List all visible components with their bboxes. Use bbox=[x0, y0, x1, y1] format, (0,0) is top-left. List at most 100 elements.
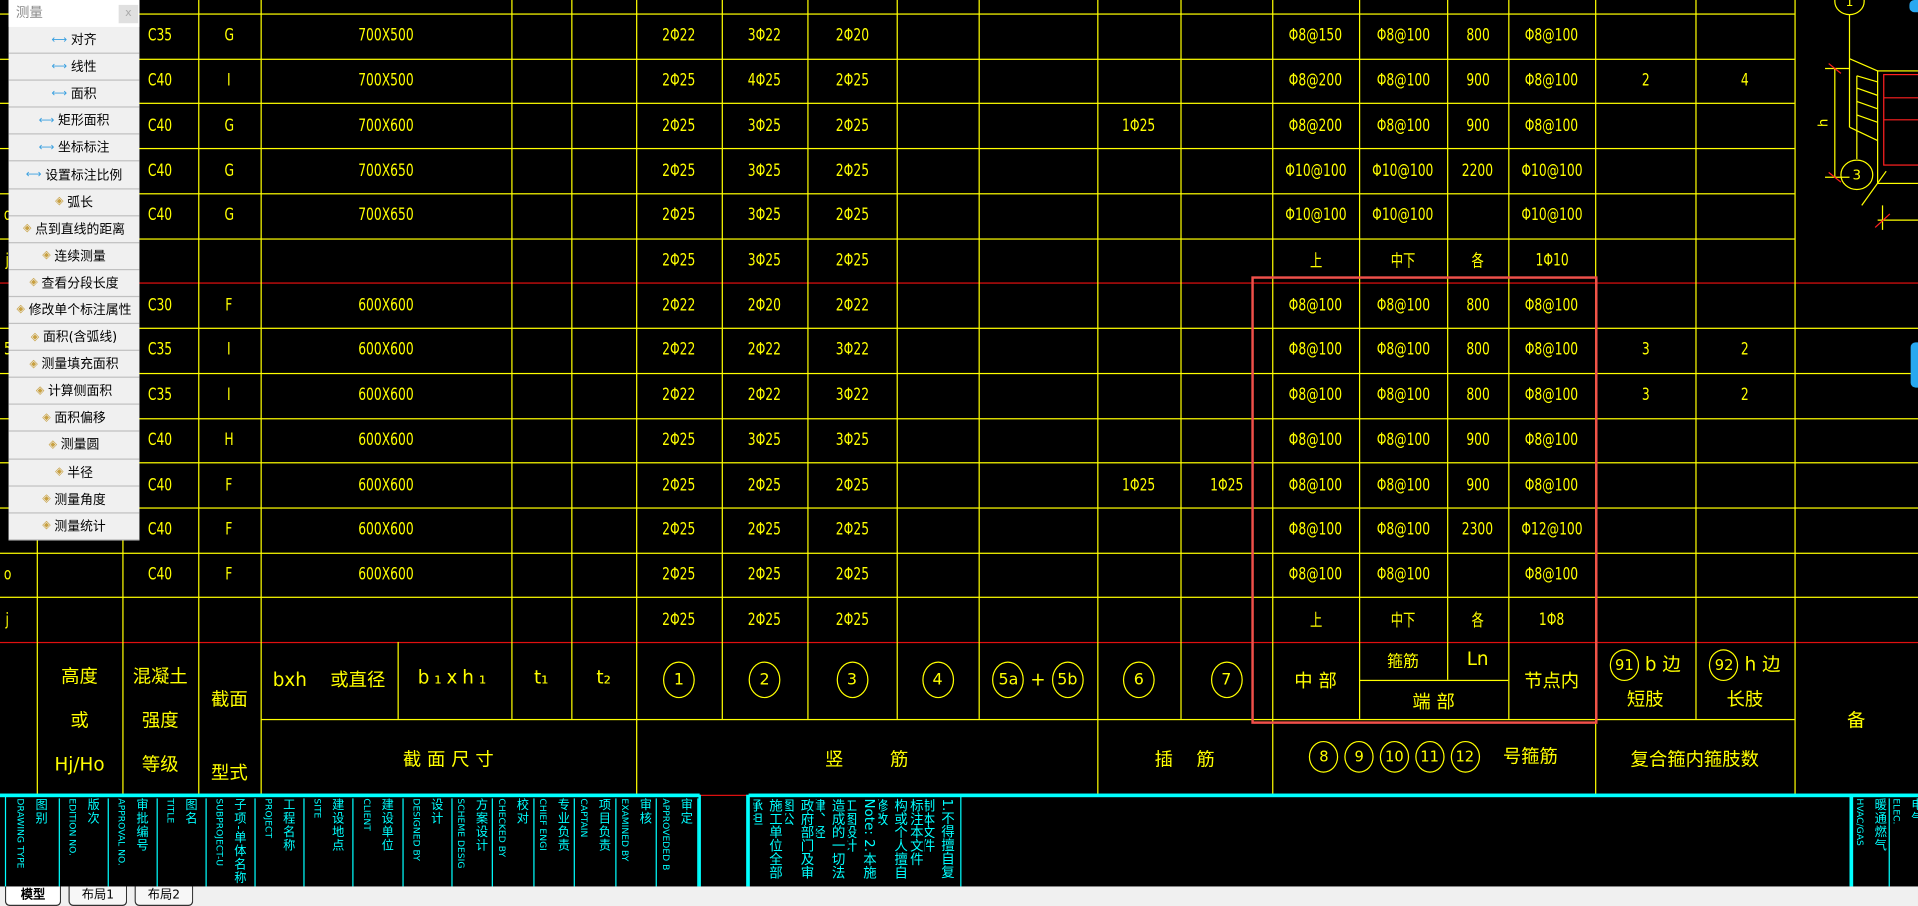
table-cell: Φ10@100 bbox=[1508, 148, 1595, 193]
row-line bbox=[0, 372, 1918, 374]
table-cell: 600X600 bbox=[261, 373, 512, 418]
measure-panel-title: 测量 bbox=[15, 4, 43, 21]
column-line bbox=[1695, 0, 1697, 643]
title-block-cell: 工程名称 PROJECT bbox=[256, 798, 305, 887]
cell-text: Φ8@100 bbox=[1376, 295, 1430, 316]
hdr-bxh: bxh bbox=[272, 668, 307, 691]
measure-item-angle[interactable]: ◈ 测量角度 bbox=[8, 486, 140, 514]
hdr-t2: t₂ bbox=[596, 666, 611, 689]
cell-text: C40 bbox=[148, 430, 173, 450]
cell-text: G bbox=[224, 26, 235, 46]
table-cell: Φ8@100 bbox=[1359, 328, 1447, 373]
circle-measure-icon: ◈ bbox=[48, 438, 58, 452]
cell-text: 2Φ25 bbox=[662, 115, 696, 136]
rebar-5a-marker: 5a bbox=[992, 661, 1025, 699]
table-cell: 2Φ25 bbox=[722, 507, 808, 552]
table-cell: 2Φ25 bbox=[807, 463, 896, 508]
cell-text: 700X500 bbox=[358, 71, 414, 91]
measure-item-arc-length[interactable]: ◈ 弧长 bbox=[8, 189, 140, 216]
measure-item-side-area[interactable]: ◈ 计算侧面积 bbox=[8, 378, 140, 406]
cell-text: I bbox=[227, 340, 232, 361]
cell-text: 4Φ25 bbox=[747, 71, 782, 91]
cell-text: 2Φ25 bbox=[747, 609, 782, 630]
tab-model[interactable]: 模型 bbox=[4, 886, 62, 906]
rectangle-area-icon: ⟷ bbox=[38, 114, 55, 127]
measure-item-segment-length[interactable]: ◈ 查看分段长度 bbox=[8, 270, 140, 298]
cell-text: G bbox=[224, 205, 235, 226]
table-cell: Φ8@100 bbox=[1508, 13, 1595, 58]
title-block-cn-label: 建设单位 bbox=[378, 798, 393, 853]
measure-item-circle-measure[interactable]: ◈ 测量圆 bbox=[8, 432, 140, 460]
cell-text: 2Φ25 bbox=[662, 205, 696, 226]
measure-item-scale-ruler[interactable]: ⟷ 设置标注比例 bbox=[8, 162, 140, 189]
rebar-4-marker: 4 bbox=[921, 661, 954, 699]
table-cell: Φ8@100 bbox=[1359, 283, 1447, 328]
scroll-handle-top[interactable] bbox=[1909, 0, 1918, 13]
close-icon[interactable]: x bbox=[118, 4, 139, 24]
measure-item-rectangle-area[interactable]: ⟷ 矩形面积 bbox=[8, 108, 140, 135]
column-line bbox=[571, 0, 573, 643]
measure-item-point-line-distance[interactable]: ◈ 点到直线的距离 bbox=[8, 216, 140, 244]
cell-text: G bbox=[224, 160, 235, 181]
table-cell: Φ8@100 bbox=[1272, 463, 1359, 508]
measure-item-area[interactable]: ⟷ 面积 bbox=[8, 81, 140, 108]
arc-area-icon: ◈ bbox=[30, 330, 40, 344]
cell-text: Φ8@100 bbox=[1288, 430, 1343, 450]
table-cell: 3Φ22 bbox=[807, 328, 896, 373]
cell-text: 中下 bbox=[1390, 251, 1416, 272]
table-cell: Φ8@100 bbox=[1508, 328, 1595, 373]
title-block-note: 标注本文件 bbox=[909, 798, 925, 866]
tab-layout1[interactable]: 布局1 bbox=[68, 886, 128, 906]
hdr-section-size: 截 面 尺 寸 bbox=[402, 748, 494, 771]
cell-text: 1Φ25 bbox=[1209, 475, 1243, 495]
table-cell: 2Φ25 bbox=[636, 507, 722, 552]
title-block-cell: 建设单位 CLIENT bbox=[354, 798, 404, 887]
table-cell: 600X600 bbox=[261, 328, 512, 373]
measure-item-radius[interactable]: ◈ 半径 bbox=[8, 459, 140, 487]
cell-text: 900 bbox=[1465, 430, 1490, 450]
table-cell: F bbox=[198, 552, 260, 597]
table-cell: Φ8@100 bbox=[1359, 507, 1447, 552]
measure-item-coordinate[interactable]: ⟷ 坐标标注 bbox=[8, 135, 140, 162]
table-cell: Φ8@100 bbox=[1359, 463, 1447, 508]
column-line bbox=[1794, 0, 1796, 643]
cell-text: 2Φ22 bbox=[662, 26, 696, 46]
cell-text: 900 bbox=[1465, 475, 1490, 495]
measure-item-linear-dimension[interactable]: ⟷ 线性 bbox=[8, 54, 140, 81]
table-cell: C30 bbox=[122, 283, 198, 328]
coordinate-icon: ⟷ bbox=[38, 141, 55, 154]
table-cell: Φ10@100 bbox=[1272, 193, 1359, 238]
hdr-stirrup: 箍筋 bbox=[1387, 652, 1419, 672]
hdr-mid: 中 部 bbox=[1294, 670, 1337, 693]
cell-text: C35 bbox=[148, 340, 173, 361]
table-cell: j bbox=[0, 238, 22, 283]
tab-layout2[interactable]: 布局2 bbox=[134, 886, 194, 906]
table-cell: Φ8@100 bbox=[1272, 552, 1359, 597]
table-cell: 900 bbox=[1447, 418, 1508, 463]
cell-text: C40 bbox=[148, 565, 173, 585]
group-separator-line bbox=[0, 642, 1918, 644]
measure-item-arc-area[interactable]: ◈ 面积(含弧线) bbox=[8, 324, 140, 352]
measure-item-label: 矩形面积 bbox=[58, 114, 110, 129]
measure-item-area-offset[interactable]: ◈ 面积偏移 bbox=[8, 405, 140, 433]
table-cell: Φ8@100 bbox=[1359, 552, 1447, 597]
cell-text: 2Φ25 bbox=[662, 71, 696, 91]
measure-item-align-dimension[interactable]: ⟷ 对齐 bbox=[8, 27, 140, 54]
cell-text: j bbox=[5, 609, 10, 630]
title-block-cell: 图名 TITLE bbox=[158, 798, 207, 887]
scroll-handle-right[interactable] bbox=[1910, 342, 1918, 388]
table-cell: 2Φ25 bbox=[636, 418, 722, 463]
table-cell: 3Φ25 bbox=[722, 148, 808, 193]
table-cell: 2Φ25 bbox=[807, 193, 896, 238]
cell-text: o bbox=[3, 565, 12, 585]
measure-item-statistics[interactable]: ◈ 测量统计 bbox=[8, 513, 140, 541]
title-block-cell: 审批编号 APPROVAL NO. bbox=[109, 798, 158, 887]
cell-text: 2Φ22 bbox=[747, 340, 782, 361]
measure-item-edit-dimension[interactable]: ◈ 修改单个标注属性 bbox=[8, 297, 140, 325]
table-cell: 2Φ25 bbox=[807, 58, 896, 103]
measure-item-continuous-measure[interactable]: ◈ 连续测量 bbox=[8, 243, 140, 271]
measure-item-hatch-area[interactable]: ◈ 测量填充面积 bbox=[8, 351, 140, 379]
column-line bbox=[1272, 0, 1274, 643]
header-column-line bbox=[1272, 641, 1274, 795]
